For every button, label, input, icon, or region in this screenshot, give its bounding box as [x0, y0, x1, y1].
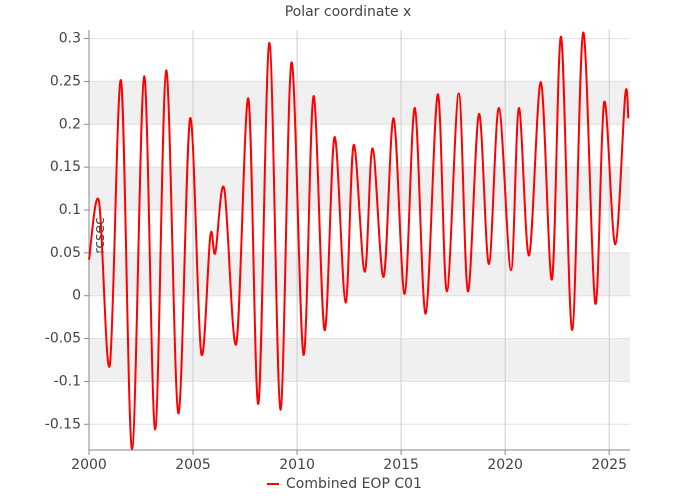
- y-axis-label: arcsec: [92, 217, 108, 262]
- x-tick-label: 2005: [175, 457, 211, 473]
- x-tick-label: 2000: [71, 457, 107, 473]
- y-tick-label: -0.1: [54, 373, 81, 389]
- x-tick-label: 2020: [487, 457, 523, 473]
- y-tick-label: 0.25: [50, 73, 81, 89]
- grid-band: [89, 252, 630, 296]
- x-tick-label: 2010: [279, 457, 315, 473]
- y-tick-label: -0.15: [45, 416, 81, 432]
- data-line: [88, 31, 630, 451]
- grid-band: [89, 338, 630, 382]
- y-tick-label: 0.1: [59, 202, 81, 218]
- grid-band: [89, 81, 630, 125]
- x-tick-label: 2025: [591, 457, 627, 473]
- y-tick-label: -0.05: [45, 331, 81, 347]
- y-tick-label: 0.05: [50, 245, 81, 261]
- y-tick-label: 0.2: [59, 116, 81, 132]
- y-tick-label: 0.15: [50, 159, 81, 175]
- y-tick-label: 0: [72, 288, 81, 304]
- x-tick-label: 2015: [383, 457, 419, 473]
- y-tick-label: 0.3: [59, 31, 81, 47]
- chart-title: Polar coordinate x: [285, 4, 412, 20]
- legend-label: Combined EOP C01: [286, 476, 422, 492]
